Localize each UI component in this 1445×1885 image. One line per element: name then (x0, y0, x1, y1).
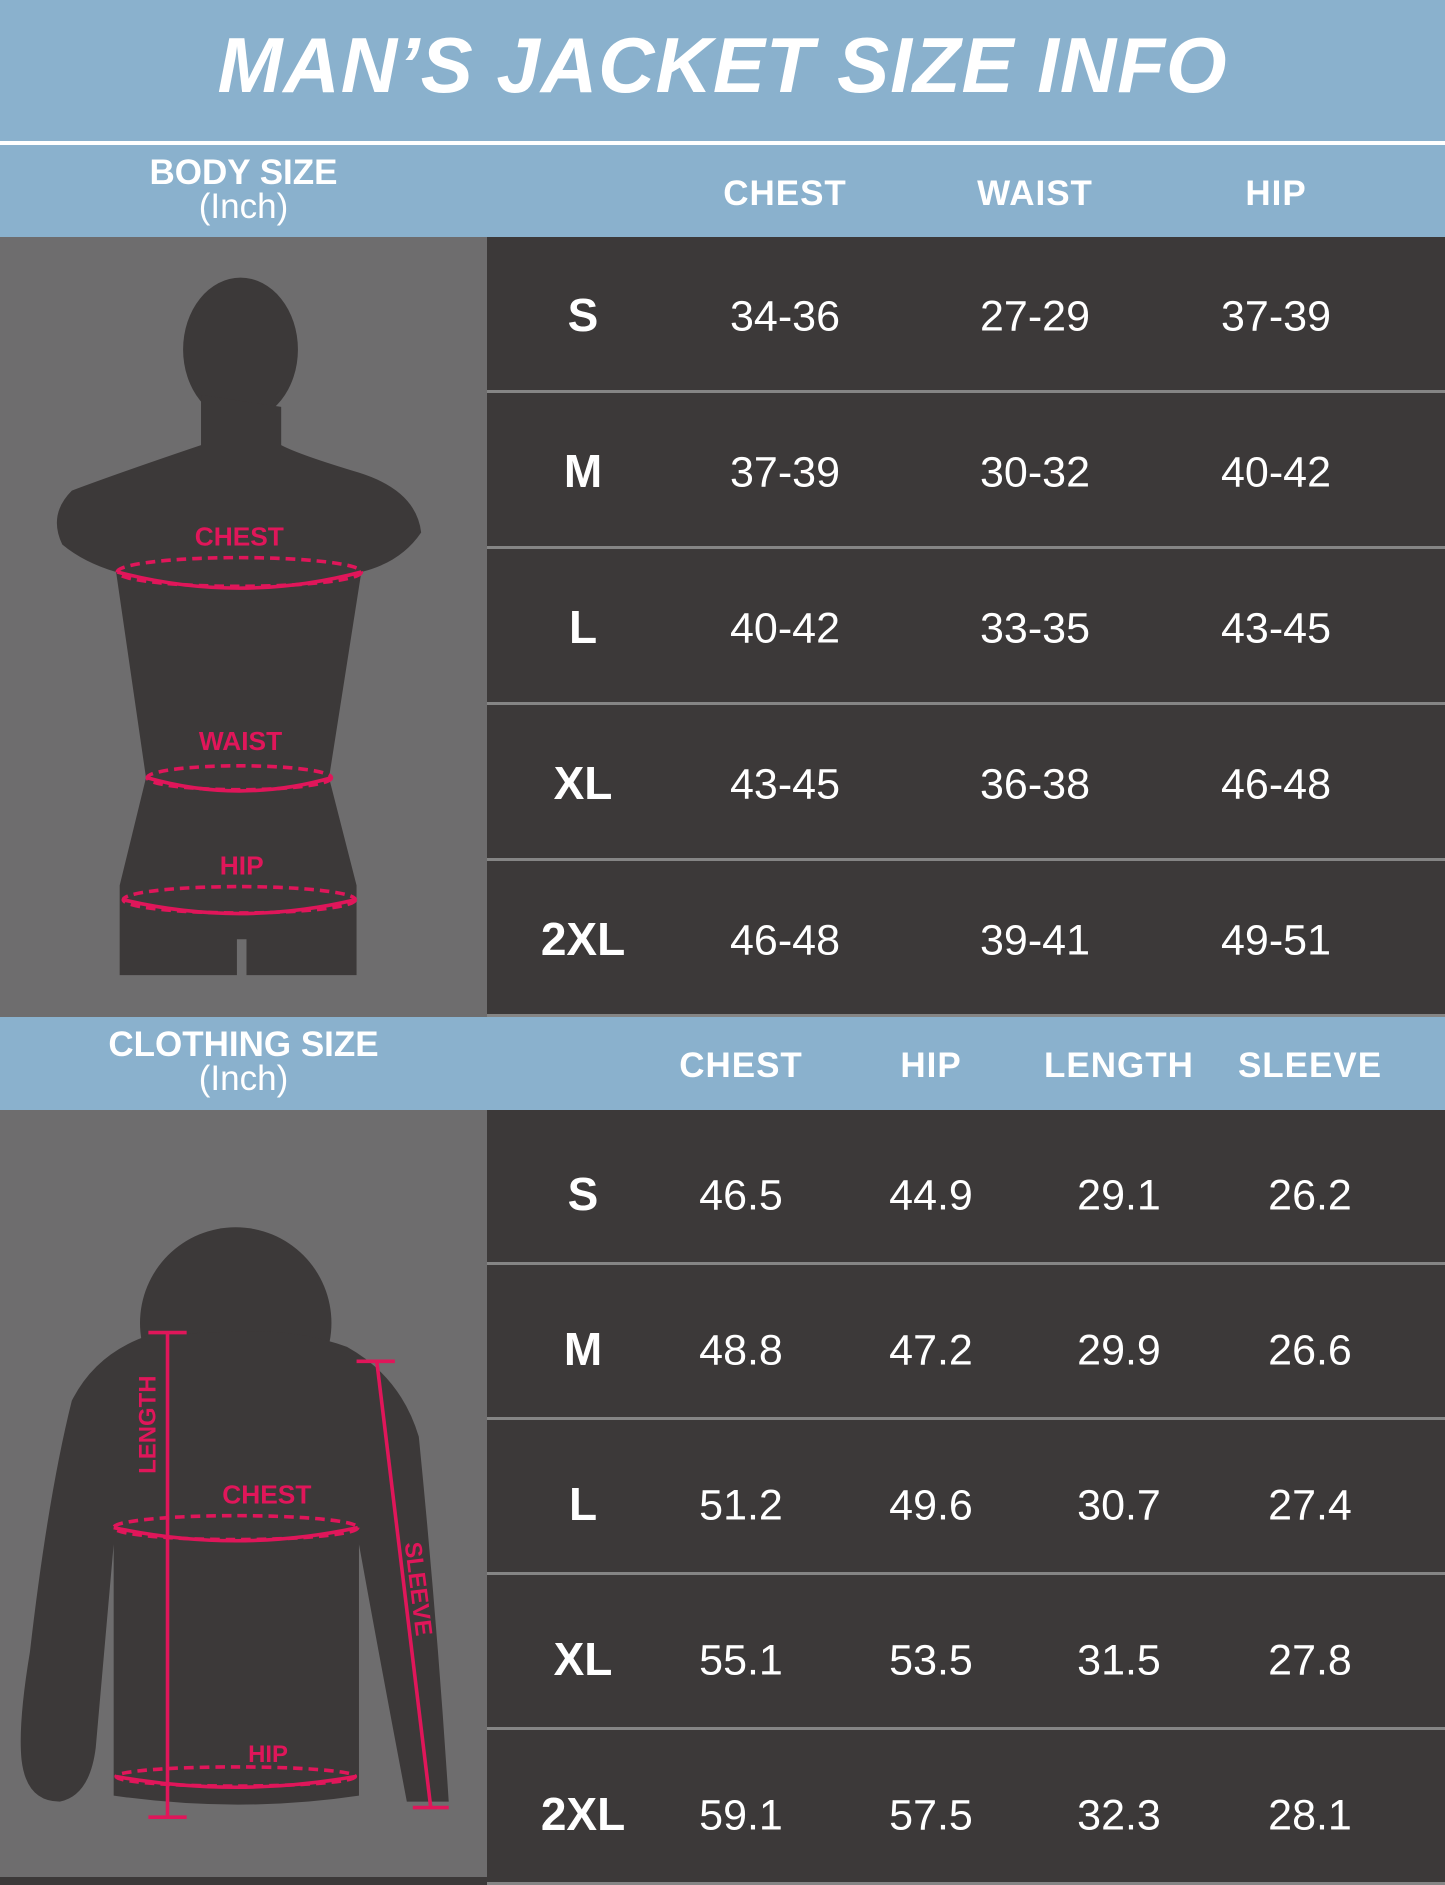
column-header: CHEST (723, 174, 847, 213)
table-cell: 49-51 (1221, 916, 1331, 965)
table-cell: 34-36 (730, 292, 840, 341)
table-cell: 36-38 (980, 760, 1090, 809)
table-cell: 46.5 (699, 1171, 783, 1220)
table-row (487, 549, 1445, 705)
table-row (487, 1265, 1445, 1420)
table-cell: 43-45 (730, 760, 840, 809)
title-band (0, 0, 1445, 141)
body-size-title: BODY SIZE (149, 153, 338, 192)
table-cell: 37-39 (730, 448, 840, 497)
size-label: L (568, 1478, 598, 1530)
body-size-label: BODY SIZE (Inch) (0, 153, 487, 226)
table-cell: 59.1 (699, 1791, 783, 1840)
clothing-figure-panel: LENGTH CHEST SLEEVE HIP (0, 1110, 487, 1877)
table-cell: 48.8 (699, 1326, 783, 1375)
column-header: HIP (900, 1046, 962, 1085)
waist-label: WAIST (199, 726, 282, 756)
clothing-size-header (0, 1017, 1445, 1110)
table-cell: 30-32 (980, 448, 1090, 497)
table-row (487, 1110, 1445, 1265)
column-header: HIP (1245, 174, 1307, 213)
clothing-size-label: CLOTHING SIZE (Inch) (0, 1025, 487, 1098)
length-label: LENGTH (135, 1376, 162, 1474)
divider (0, 141, 1445, 145)
table-cell: 28.1 (1268, 1791, 1352, 1840)
size-label: M (563, 445, 603, 497)
chest-label: CHEST (222, 1480, 311, 1510)
size-label: 2XL (540, 1788, 626, 1840)
table-cell: 43-45 (1221, 604, 1331, 653)
table-cell: 30.7 (1077, 1481, 1161, 1530)
table-cell: 46-48 (1221, 760, 1331, 809)
table-row (487, 237, 1445, 393)
table-cell: 55.1 (699, 1636, 783, 1685)
chest-label: CHEST (195, 522, 284, 552)
jacket-shape (20, 1331, 449, 1805)
page-title: MAN’S JACKET SIZE INFO (217, 21, 1228, 109)
table-cell: 57.5 (889, 1791, 973, 1840)
body-silhouette: CHEST WAIST HIP (56, 277, 422, 976)
table-cell: 32.3 (1077, 1791, 1161, 1840)
size-label: M (563, 1323, 603, 1375)
table-cell: 40-42 (730, 604, 840, 653)
table-cell: 44.9 (889, 1171, 973, 1220)
table-cell: 27.8 (1268, 1636, 1352, 1685)
table-cell: 29.1 (1077, 1171, 1161, 1220)
table-cell: 53.5 (889, 1636, 973, 1685)
table-cell: 47.2 (889, 1326, 973, 1375)
table-row (487, 393, 1445, 549)
body-figure-panel: CHEST WAIST HIP (0, 237, 487, 1017)
table-cell: 49.6 (889, 1481, 973, 1530)
table-cell: 40-42 (1221, 448, 1331, 497)
column-header: CHEST (679, 1046, 803, 1085)
column-header: SLEEVE (1237, 1046, 1383, 1085)
body-size-unit: (Inch) (198, 187, 289, 226)
table-row (487, 1575, 1445, 1730)
size-label: S (567, 289, 599, 341)
table-cell: 37-39 (1221, 292, 1331, 341)
size-label: XL (553, 1633, 613, 1685)
table-cell: 27.4 (1268, 1481, 1352, 1530)
column-header: LENGTH (1044, 1046, 1194, 1085)
table-cell: 33-35 (980, 604, 1090, 653)
body-size-header (0, 145, 1445, 238)
table-cell: 27-29 (980, 292, 1090, 341)
table-row (487, 1420, 1445, 1575)
column-header: WAIST (977, 174, 1093, 213)
torso-shape (56, 394, 422, 976)
table-cell: 51.2 (699, 1481, 783, 1530)
table-cell: 26.6 (1268, 1326, 1352, 1375)
table-cell: 39-41 (980, 916, 1090, 965)
size-label: 2XL (540, 913, 626, 965)
head-shape (183, 277, 298, 422)
hip-label: HIP (220, 851, 264, 881)
table-cell: 46-48 (730, 916, 840, 965)
table-row (487, 861, 1445, 1017)
table-row (487, 705, 1445, 861)
table-cell: 31.5 (1077, 1636, 1161, 1685)
size-label: S (567, 1168, 599, 1220)
clothing-size-title: CLOTHING SIZE (108, 1025, 379, 1064)
jacket-silhouette: LENGTH CHEST SLEEVE HIP (20, 1227, 449, 1819)
size-label: XL (553, 757, 613, 809)
hip-label: HIP (248, 1741, 288, 1768)
clothing-size-unit: (Inch) (198, 1059, 289, 1098)
table-cell: 29.9 (1077, 1326, 1161, 1375)
size-label: L (568, 601, 598, 653)
table-cell: 26.2 (1268, 1171, 1352, 1220)
